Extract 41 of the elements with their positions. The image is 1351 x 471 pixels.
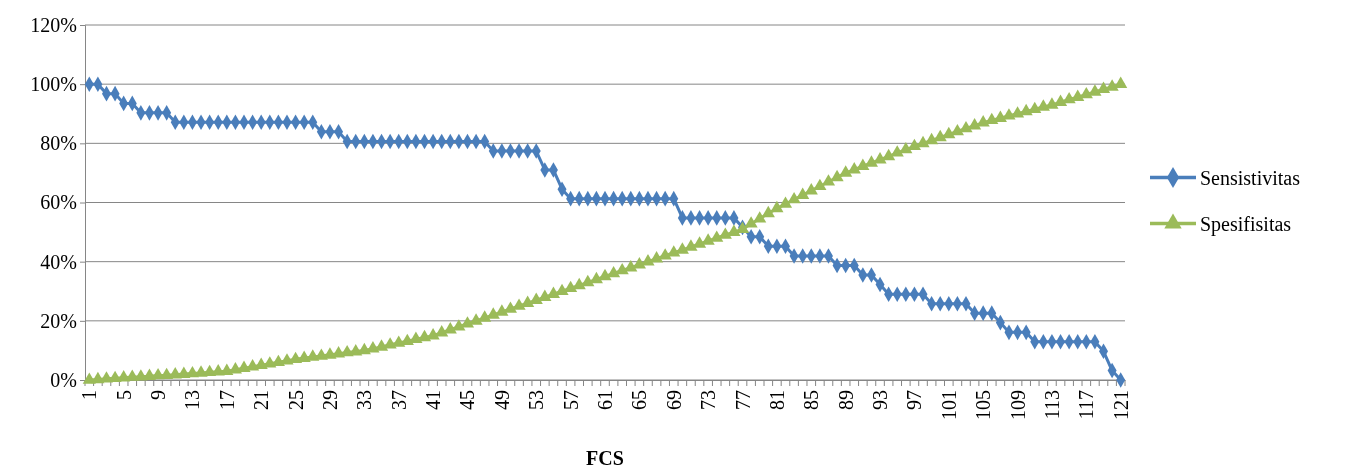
x-tick-label: 77 (731, 390, 754, 410)
x-tick-label: 65 (628, 390, 651, 410)
x-tick-label: 5 (112, 390, 135, 400)
legend-label: Sensistivitas (1200, 166, 1301, 189)
y-tick-label: 100% (30, 73, 77, 96)
x-tick-label: 73 (697, 390, 720, 410)
x-tick-label: 105 (972, 390, 995, 420)
x-tick-label: 45 (456, 390, 479, 410)
x-tick-label: 53 (525, 390, 548, 410)
y-tick-label: 120% (30, 13, 77, 36)
x-tick-label: 69 (662, 390, 685, 410)
x-tick-label: 109 (1006, 390, 1029, 420)
x-axis-title: FCS (586, 447, 624, 469)
x-tick-label: 85 (800, 390, 823, 410)
x-tick-label: 33 (353, 390, 376, 410)
x-tick-label: 13 (181, 390, 204, 410)
x-tick-label: 21 (250, 390, 273, 410)
x-tick-label: 29 (318, 390, 341, 410)
x-tick-label: 93 (869, 390, 892, 410)
x-tick-label: 89 (834, 390, 857, 410)
x-tick-label: 9 (147, 390, 170, 400)
x-tick-label: 17 (215, 390, 238, 410)
x-tick-label: 49 (490, 390, 513, 410)
x-tick-label: 97 (903, 390, 926, 410)
y-tick-label: 0% (50, 368, 77, 391)
y-tick-label: 80% (40, 132, 77, 155)
x-tick-label: 37 (387, 390, 410, 410)
x-tick-label: 61 (594, 390, 616, 410)
x-tick-label: 121 (1109, 390, 1132, 420)
legend-label: Spesifisitas (1200, 212, 1292, 236)
x-tick-label: 81 (765, 390, 788, 410)
y-tick-label: 40% (40, 250, 77, 273)
x-tick-label: 117 (1075, 390, 1098, 420)
y-tick-label: 60% (40, 191, 77, 214)
x-tick-label: 41 (422, 390, 445, 410)
x-tick-label: 101 (937, 390, 960, 420)
x-tick-label: 57 (559, 390, 582, 410)
x-tick-label: 113 (1040, 390, 1063, 420)
y-tick-label: 20% (40, 309, 77, 332)
x-tick-label: 25 (284, 390, 307, 410)
x-tick-label: 1 (78, 390, 101, 400)
